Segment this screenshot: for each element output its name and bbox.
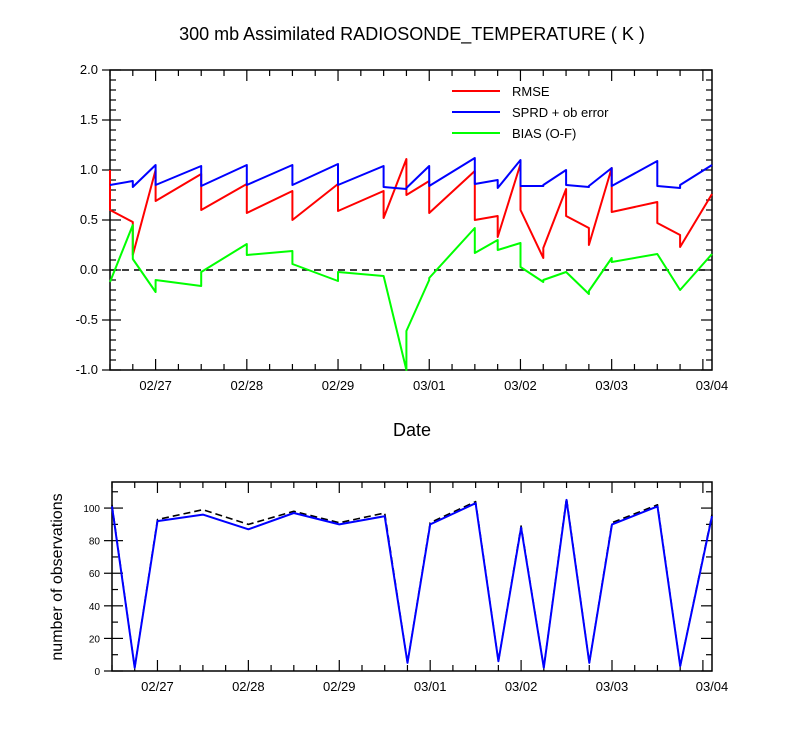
y-tick-label: 60 (89, 569, 101, 580)
temperature-stats-panel: 2.0 1.5 1.0 0.5 0.0 -0.5 -1.0 02/27 02/28 02/29 03… (76, 62, 729, 393)
x-axis-label: Date (393, 420, 431, 440)
legend-label: BIAS (O-F) (512, 126, 576, 141)
y-tick-label: 20 (89, 634, 101, 645)
y-tick-label: 40 (89, 602, 101, 613)
y-tick-label: -1.0 (76, 362, 98, 377)
legend-label: SPRD + ob error (512, 105, 609, 120)
chart-title: 300 mb Assimilated RADIOSONDE_TEMPERATUR… (179, 24, 645, 45)
legend-label: RMSE (512, 84, 550, 99)
plot-frame (111, 481, 713, 672)
plot-frame (109, 69, 713, 371)
series-line-used (111, 498, 713, 669)
series-line-sprd-ob-error (109, 157, 713, 190)
y-tick-label: 80 (89, 537, 101, 548)
x-tick-label: 02/28 (232, 679, 265, 694)
y-axis-label-observations: number of observations (49, 493, 66, 660)
x-tick-label: 02/28 (231, 378, 264, 393)
x-tick-label: 02/29 (322, 378, 355, 393)
y-tick-label: -0.5 (76, 312, 98, 327)
y-tick-label: 0.0 (80, 262, 98, 277)
x-tick-label: 03/01 (413, 378, 446, 393)
series-line-bias-o-f- (109, 224, 713, 371)
x-tick-label: 03/04 (696, 679, 729, 694)
x-tick-label: 03/04 (696, 378, 729, 393)
x-tick-label: 02/29 (323, 679, 356, 694)
y-tick-label: 1.0 (80, 162, 98, 177)
x-tick-label: 03/03 (596, 679, 629, 694)
x-tick-label: 02/27 (141, 679, 174, 694)
x-tick-label: 03/01 (414, 679, 447, 694)
legend: RMSE SPRD + ob error BIAS (O-F) (452, 84, 609, 141)
x-tick-label: 03/03 (595, 378, 628, 393)
series-line-possible (111, 497, 713, 669)
y-tick-label: 100 (83, 504, 100, 515)
observations-count-panel: 100 80 60 40 20 0 02/27 02/28 02/29 03/01 03/02 03/… (83, 481, 729, 694)
x-tick-label: 02/27 (139, 378, 172, 393)
y-tick-label: 0 (94, 667, 100, 678)
x-tick-label: 03/02 (505, 679, 538, 694)
y-tick-label: 0.5 (80, 212, 98, 227)
x-tick-label: 03/02 (504, 378, 537, 393)
y-tick-label: 2.0 (80, 62, 98, 77)
y-tick-label: 1.5 (80, 112, 98, 127)
